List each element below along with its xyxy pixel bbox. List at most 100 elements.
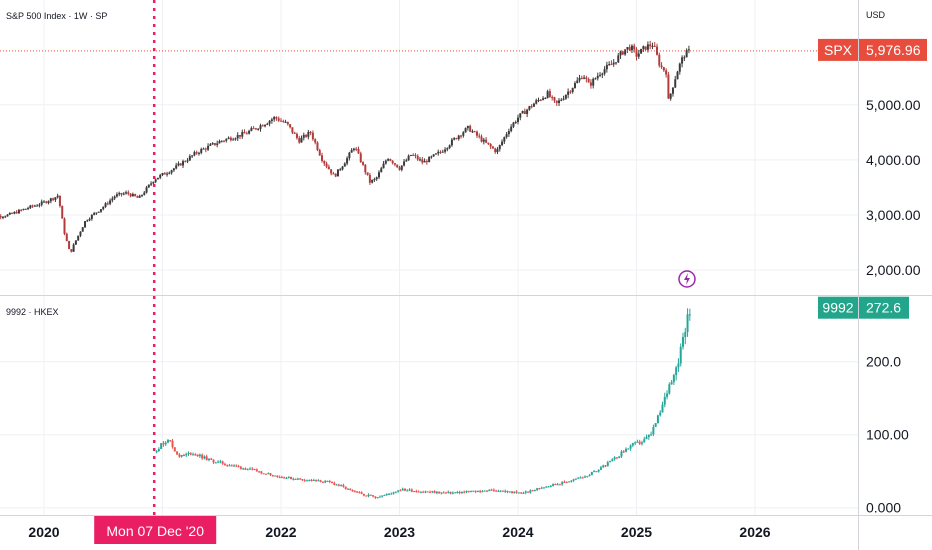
candle-body bbox=[676, 71, 679, 80]
candle-body bbox=[74, 240, 77, 245]
candle-body bbox=[348, 152, 351, 159]
currency-label[interactable]: USD bbox=[866, 10, 886, 20]
candle-body bbox=[577, 477, 580, 479]
candle-body bbox=[79, 231, 82, 236]
candle-body bbox=[531, 490, 534, 492]
candle-body bbox=[501, 141, 504, 146]
candle-body bbox=[213, 143, 216, 145]
candle-body bbox=[194, 454, 197, 456]
candle-body bbox=[375, 177, 378, 180]
candle-body bbox=[58, 195, 61, 206]
candle-body bbox=[587, 79, 590, 83]
candle-body bbox=[1, 216, 4, 218]
candle-body bbox=[394, 491, 397, 493]
candle-body bbox=[409, 154, 412, 156]
candle-body bbox=[636, 441, 639, 443]
candle-body bbox=[20, 209, 23, 211]
candle-body bbox=[201, 454, 204, 459]
candle-body bbox=[565, 482, 568, 484]
candle-body bbox=[554, 484, 557, 486]
candle-body bbox=[343, 163, 346, 167]
candle-body bbox=[601, 73, 604, 75]
candle-body bbox=[665, 70, 668, 75]
candle-body bbox=[396, 164, 399, 168]
candle-body bbox=[378, 496, 381, 498]
candle-body bbox=[381, 495, 384, 497]
candle-body bbox=[86, 220, 89, 222]
candle-body bbox=[508, 491, 511, 493]
candle-body bbox=[317, 480, 320, 482]
spx-pane[interactable]: 5,000.00 4,000.00 3,000.00 2,000.00 S&P 500 … bbox=[0, 10, 927, 278]
candle-body bbox=[490, 489, 493, 491]
candle-body bbox=[102, 206, 105, 210]
candle-body bbox=[95, 212, 98, 214]
candle-body bbox=[464, 128, 467, 133]
candle-body bbox=[588, 475, 591, 477]
candle-body bbox=[663, 396, 666, 405]
candle-body bbox=[118, 193, 121, 195]
candle-body bbox=[223, 140, 226, 142]
candle-body bbox=[287, 476, 290, 478]
candle-body bbox=[548, 91, 551, 97]
candle-body bbox=[236, 134, 239, 139]
candle-body bbox=[285, 477, 288, 479]
candle-body bbox=[178, 454, 181, 457]
candle-body bbox=[604, 465, 607, 467]
candle-body bbox=[357, 149, 360, 154]
candle-body bbox=[182, 455, 185, 457]
candle-body bbox=[154, 179, 157, 182]
candle-body bbox=[127, 192, 130, 194]
candle-body bbox=[4, 216, 7, 218]
candle-body bbox=[556, 484, 559, 486]
candle-body bbox=[99, 209, 102, 212]
candle-body bbox=[643, 439, 646, 443]
candle-body bbox=[356, 491, 359, 493]
candle-body bbox=[260, 471, 263, 474]
candle-body bbox=[138, 195, 141, 198]
candle-body bbox=[542, 487, 545, 489]
candle-body bbox=[367, 494, 370, 497]
candle-body bbox=[496, 149, 499, 153]
candle-body bbox=[383, 494, 386, 496]
candle-body bbox=[225, 138, 228, 141]
candle-body bbox=[391, 160, 394, 164]
candle-body bbox=[613, 457, 616, 460]
lightning-bolt-icon[interactable] bbox=[678, 270, 696, 288]
candle-body bbox=[540, 487, 543, 489]
candle-body bbox=[446, 147, 449, 150]
candle-body bbox=[674, 79, 677, 88]
candle-body bbox=[413, 491, 416, 493]
candle-body bbox=[455, 138, 458, 140]
candle-body bbox=[349, 488, 352, 490]
candle-body bbox=[654, 423, 657, 428]
candle-body bbox=[226, 464, 229, 466]
candle-body bbox=[590, 472, 593, 476]
candle-body bbox=[282, 120, 285, 123]
candle-body bbox=[326, 480, 329, 482]
candle-body bbox=[241, 132, 244, 137]
candle-body bbox=[332, 173, 335, 175]
candle-body bbox=[253, 468, 256, 470]
candle-body bbox=[578, 77, 581, 81]
candle-body bbox=[620, 451, 623, 457]
candle-body bbox=[476, 490, 479, 492]
x-tick-label: 2020 bbox=[28, 524, 59, 540]
x-tick-label: 2025 bbox=[621, 524, 652, 540]
candle-body bbox=[273, 117, 276, 120]
candle-body bbox=[365, 495, 368, 497]
candle-body bbox=[234, 138, 237, 140]
candle-body bbox=[369, 494, 372, 496]
candle-body bbox=[337, 484, 340, 486]
candle-body bbox=[298, 138, 301, 143]
candle-body bbox=[687, 49, 690, 51]
candle-body bbox=[172, 168, 175, 171]
candle-body bbox=[603, 69, 606, 74]
candle-body bbox=[81, 227, 84, 232]
candle-body bbox=[325, 163, 328, 167]
candle-body bbox=[405, 160, 408, 162]
candle-body bbox=[492, 489, 495, 491]
candle-body bbox=[192, 454, 195, 456]
candle-body bbox=[362, 162, 365, 165]
